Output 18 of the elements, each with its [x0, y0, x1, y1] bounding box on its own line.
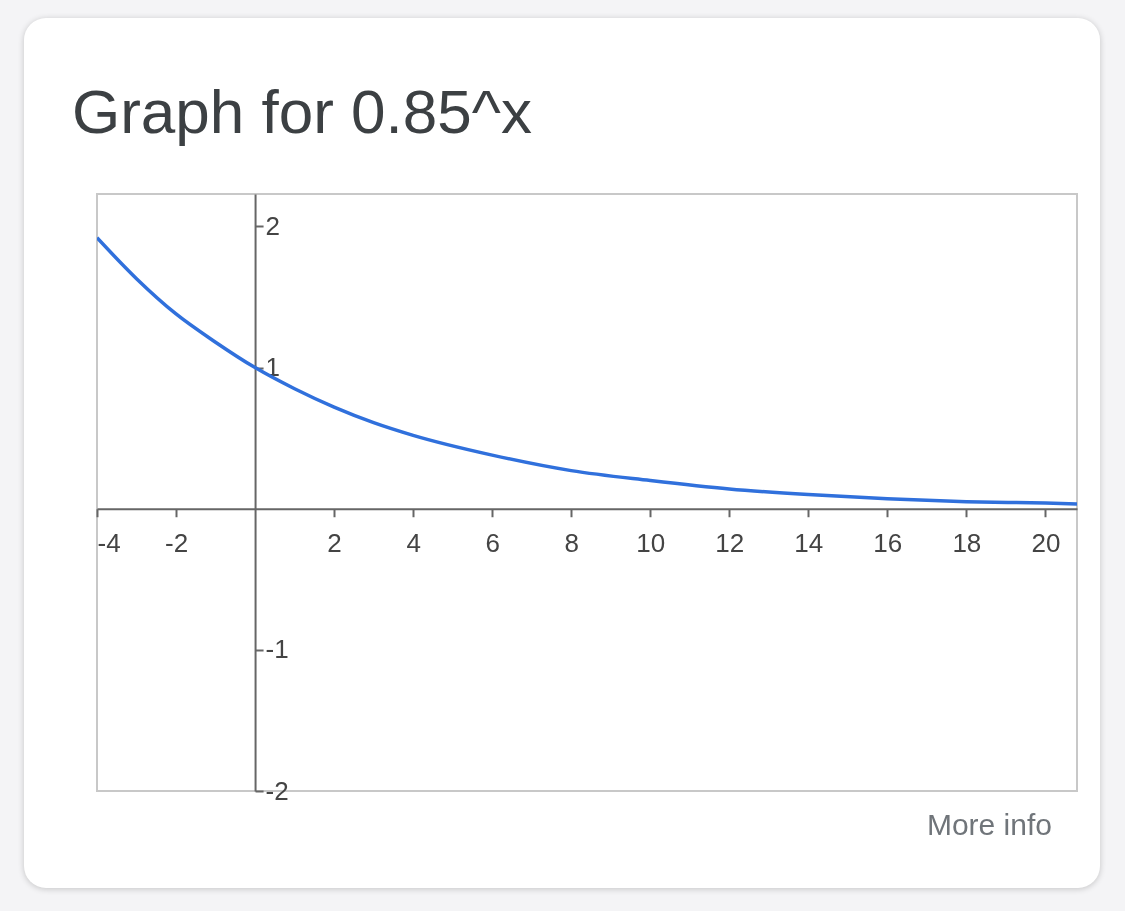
x-tick-label: 6 — [485, 528, 500, 559]
x-tick-label: 18 — [952, 528, 982, 559]
text: More info — [926, 808, 1052, 842]
x-tick-label: 20 — [1031, 528, 1061, 559]
x-tick-label: 12 — [715, 528, 745, 559]
line-series — [97, 236, 1077, 506]
y-tick-label: -1 — [265, 634, 289, 665]
x-tick-label: -2 — [164, 528, 189, 559]
x-tick-label: 8 — [564, 528, 579, 559]
x-tick-label: 14 — [794, 528, 824, 559]
x-tick-label: 10 — [636, 528, 666, 559]
chart-title: Graph for 0.85^x — [72, 76, 532, 147]
x-tick-label: 16 — [873, 528, 903, 559]
x-tick-label: 4 — [406, 528, 421, 559]
y-tick-label: 2 — [265, 210, 281, 241]
x-tick-label: 2 — [327, 528, 342, 559]
x-tick-label: -4 — [97, 528, 121, 559]
y-tick-label: -2 — [265, 775, 289, 806]
